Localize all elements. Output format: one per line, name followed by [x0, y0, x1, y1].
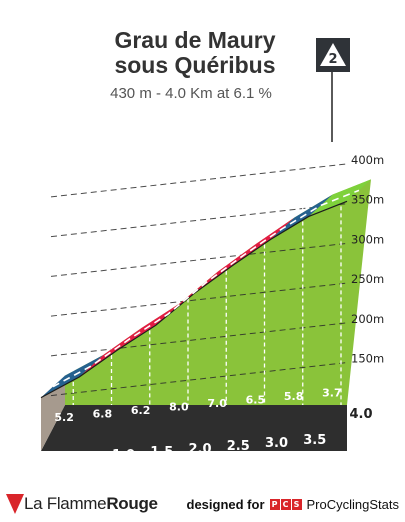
profile-plot: 5.2 6.8 6.2 8.0 7.0 6.5 5.8 3.7 0.5 1.0 1.5 2.0 2.5 3…	[40, 153, 384, 466]
site-name: ProCyclingStats	[306, 497, 399, 512]
mountain-icon	[320, 43, 346, 66]
elevation-tick-label: 300m	[351, 232, 384, 246]
profile-center-line	[52, 189, 360, 388]
gradient-label: 6.8	[93, 408, 113, 421]
gradient-label: 8.0	[169, 401, 189, 414]
credit-line: designed for P C S ProCyclingStats	[187, 497, 400, 512]
designed-for-label: designed for	[186, 497, 265, 512]
pcs-logo-letter: S	[291, 499, 302, 510]
category-badge-label: 2	[328, 52, 337, 67]
elevation-tick-label: 150m	[351, 352, 384, 366]
category-badge: 2	[316, 38, 350, 142]
km-label: 4.0	[349, 407, 372, 422]
gradient-label: 6.2	[131, 404, 151, 417]
gradient-label: 7.0	[207, 397, 227, 410]
footer: La FlammeRouge designed for P C S ProCyc…	[0, 486, 405, 522]
chart-title-line-2: sous Quéribus	[114, 52, 275, 78]
elevation-tick-label: 200m	[351, 312, 384, 326]
pcs-logo-letter: C	[280, 499, 291, 510]
km-label: 3.0	[265, 436, 288, 451]
flamme-rouge-flag-icon	[6, 494, 24, 514]
chart-title-line-1: Grau de Maury	[114, 27, 275, 53]
gradient-segment	[308, 179, 371, 217]
gradient-label: 3.7	[322, 387, 342, 400]
elevation-tick-label: 250m	[351, 272, 384, 286]
gradient-label: 6.5	[246, 394, 266, 407]
brand-prefix: La Flamme	[24, 494, 107, 513]
pcs-logo-letter: P	[269, 499, 280, 510]
km-label: 1.0	[112, 448, 135, 463]
gradient-segment	[41, 354, 104, 398]
profile-fill-face	[65, 179, 371, 405]
la-flamme-rouge-logo: La FlammeRouge	[6, 494, 158, 514]
elevation-grid-line	[50, 163, 348, 198]
climb-profile-chart: Grau de Maury sous Quéribus 430 m - 4.0 …	[40, 27, 385, 466]
brand-suffix: Rouge	[106, 494, 158, 513]
km-label: 1.5	[150, 445, 173, 460]
km-label: 2.0	[188, 442, 211, 457]
base-strip	[41, 405, 347, 451]
elevation-tick-label: 350m	[351, 193, 384, 207]
chart-subtitle: 430 m - 4.0 Km at 6.1 %	[110, 85, 272, 102]
km-label: 2.5	[227, 439, 250, 454]
km-label: 3.5	[303, 433, 326, 448]
gradient-label: 5.8	[284, 390, 304, 403]
elevation-tick-label: 400m	[351, 153, 384, 167]
pcs-logo-icon: P C S	[269, 499, 302, 510]
km-label: 0.5	[74, 451, 97, 466]
gradient-label: 5.2	[54, 411, 74, 424]
